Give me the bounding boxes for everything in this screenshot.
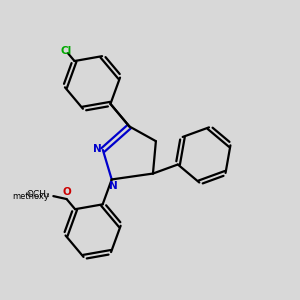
Text: methoxy: methoxy [12,192,49,201]
Text: N: N [93,143,101,154]
Text: OCH₃: OCH₃ [26,190,50,199]
Text: N: N [109,181,118,191]
Text: Cl: Cl [60,46,72,56]
Text: O: O [62,187,71,197]
